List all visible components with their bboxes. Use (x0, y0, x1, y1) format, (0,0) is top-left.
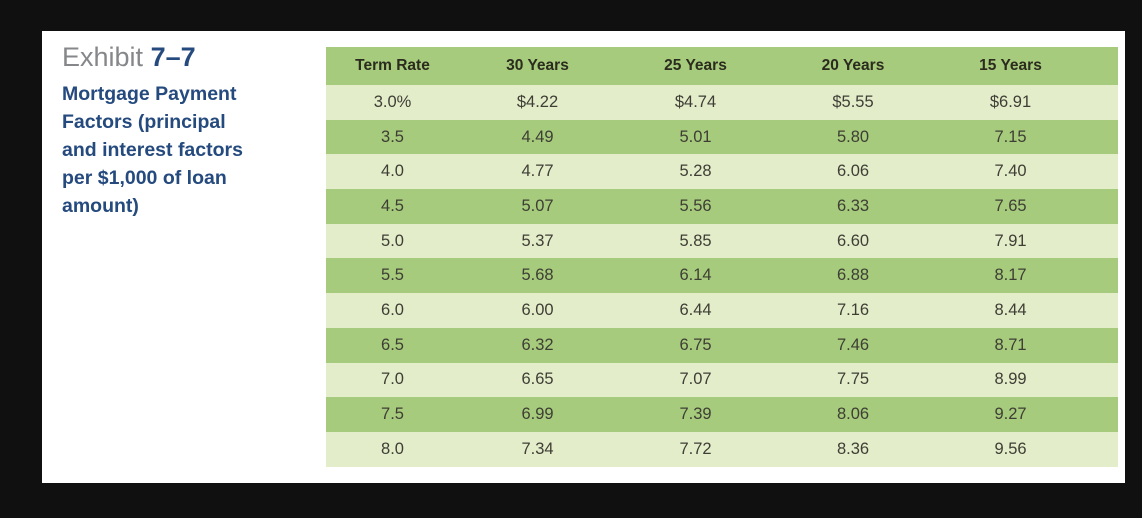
factor-cell: 7.39 (616, 397, 775, 432)
column-header-15-years: 15 Years (931, 47, 1090, 85)
factor-cell: 5.07 (459, 189, 616, 224)
factor-cell: 7.15 (931, 119, 1090, 155)
factor-cell: $4.74 (616, 85, 775, 120)
filler-cell (1090, 397, 1118, 432)
term-rate-cell: 5.0 (326, 223, 459, 259)
factor-cell: 6.65 (459, 362, 616, 398)
filler-cell (1090, 223, 1118, 259)
table-row: 4.5 5.07 5.56 6.33 7.65 (326, 189, 1118, 224)
exhibit-description: Mortgage Payment Factors (principal and … (62, 83, 243, 217)
term-rate-cell: 6.0 (326, 293, 459, 328)
factor-cell: 5.28 (616, 154, 775, 190)
factor-cell: 7.72 (616, 431, 775, 467)
factor-cell: 6.32 (459, 327, 616, 363)
factor-cell: 6.14 (616, 258, 775, 294)
factor-cell: 5.85 (616, 223, 775, 259)
filler-cell (1090, 154, 1118, 190)
term-rate-cell: 3.5 (326, 119, 459, 155)
factor-cell: 6.88 (775, 258, 931, 294)
table-row: 5.5 5.68 6.14 6.88 8.17 (326, 258, 1118, 294)
exhibit-caption: Exhibit 7–7 Mortgage Payment Factors (pr… (62, 40, 324, 220)
factor-cell: 4.49 (459, 119, 616, 155)
factor-cell: 6.06 (775, 154, 931, 190)
factor-cell: 8.99 (931, 362, 1090, 398)
exhibit-label: Exhibit (62, 42, 144, 72)
column-header-25-years: 25 Years (616, 47, 775, 85)
column-header-term-rate: Term Rate (326, 47, 459, 85)
table-body: 3.0% $4.22 $4.74 $5.55 $6.91 3.5 4.49 5.01 5.80 7… (326, 85, 1118, 467)
table-row: 5.0 5.37 5.85 6.60 7.91 (326, 223, 1118, 259)
factor-cell: 6.60 (775, 223, 931, 259)
exhibit-card: Exhibit 7–7 Mortgage Payment Factors (pr… (42, 31, 1125, 483)
factor-cell: 7.34 (459, 431, 616, 467)
term-rate-cell: 6.5 (326, 327, 459, 363)
table-row: 7.5 6.99 7.39 8.06 9.27 (326, 397, 1118, 432)
factor-cell: 6.75 (616, 327, 775, 363)
exhibit-title: Exhibit 7–7 (62, 40, 324, 74)
factor-cell: 8.17 (931, 258, 1090, 294)
factor-cell: $6.91 (931, 85, 1090, 120)
factor-cell: 8.36 (775, 431, 931, 467)
term-rate-cell: 4.0 (326, 154, 459, 190)
term-rate-cell: 3.0% (326, 85, 459, 120)
factor-cell: 5.37 (459, 223, 616, 259)
filler-cell (1090, 362, 1118, 398)
factor-cell: 7.91 (931, 223, 1090, 259)
factor-cell: 6.44 (616, 293, 775, 328)
term-rate-cell: 4.5 (326, 189, 459, 224)
factor-cell: 7.65 (931, 189, 1090, 224)
payment-factors-table-container: Term Rate 30 Years 25 Years 20 Years 15 … (326, 47, 1118, 467)
table-row: 6.0 6.00 6.44 7.16 8.44 (326, 293, 1118, 328)
filler-cell (1090, 189, 1118, 224)
filler-cell (1090, 293, 1118, 328)
column-header-20-years: 20 Years (775, 47, 931, 85)
factor-cell: 8.71 (931, 327, 1090, 363)
table-row: 6.5 6.32 6.75 7.46 8.71 (326, 327, 1118, 363)
factor-cell: 5.80 (775, 119, 931, 155)
column-header-filler (1090, 47, 1118, 85)
factor-cell: 7.16 (775, 293, 931, 328)
factor-cell: 8.44 (931, 293, 1090, 328)
filler-cell (1090, 327, 1118, 363)
factor-cell: 7.46 (775, 327, 931, 363)
factor-cell: 6.33 (775, 189, 931, 224)
filler-cell (1090, 258, 1118, 294)
filler-cell (1090, 119, 1118, 155)
payment-factors-table: Term Rate 30 Years 25 Years 20 Years 15 … (326, 47, 1118, 467)
table-row: 4.0 4.77 5.28 6.06 7.40 (326, 154, 1118, 190)
term-rate-cell: 8.0 (326, 431, 459, 467)
factor-cell: 5.68 (459, 258, 616, 294)
factor-cell: $5.55 (775, 85, 931, 120)
factor-cell: 7.75 (775, 362, 931, 398)
factor-cell: $4.22 (459, 85, 616, 120)
table-header-row: Term Rate 30 Years 25 Years 20 Years 15 … (326, 47, 1118, 85)
filler-cell (1090, 85, 1118, 120)
table-row: 3.5 4.49 5.01 5.80 7.15 (326, 119, 1118, 155)
factor-cell: 8.06 (775, 397, 931, 432)
table-row: 3.0% $4.22 $4.74 $5.55 $6.91 (326, 85, 1118, 120)
table-row: 7.0 6.65 7.07 7.75 8.99 (326, 362, 1118, 398)
term-rate-cell: 5.5 (326, 258, 459, 294)
factor-cell: 9.27 (931, 397, 1090, 432)
factor-cell: 7.40 (931, 154, 1090, 190)
term-rate-cell: 7.5 (326, 397, 459, 432)
factor-cell: 7.07 (616, 362, 775, 398)
factor-cell: 9.56 (931, 431, 1090, 467)
factor-cell: 6.00 (459, 293, 616, 328)
filler-cell (1090, 431, 1118, 467)
term-rate-cell: 7.0 (326, 362, 459, 398)
exhibit-number: 7–7 (150, 42, 196, 72)
factor-cell: 6.99 (459, 397, 616, 432)
column-header-30-years: 30 Years (459, 47, 616, 85)
factor-cell: 4.77 (459, 154, 616, 190)
factor-cell: 5.56 (616, 189, 775, 224)
factor-cell: 5.01 (616, 119, 775, 155)
table-row: 8.0 7.34 7.72 8.36 9.56 (326, 431, 1118, 467)
